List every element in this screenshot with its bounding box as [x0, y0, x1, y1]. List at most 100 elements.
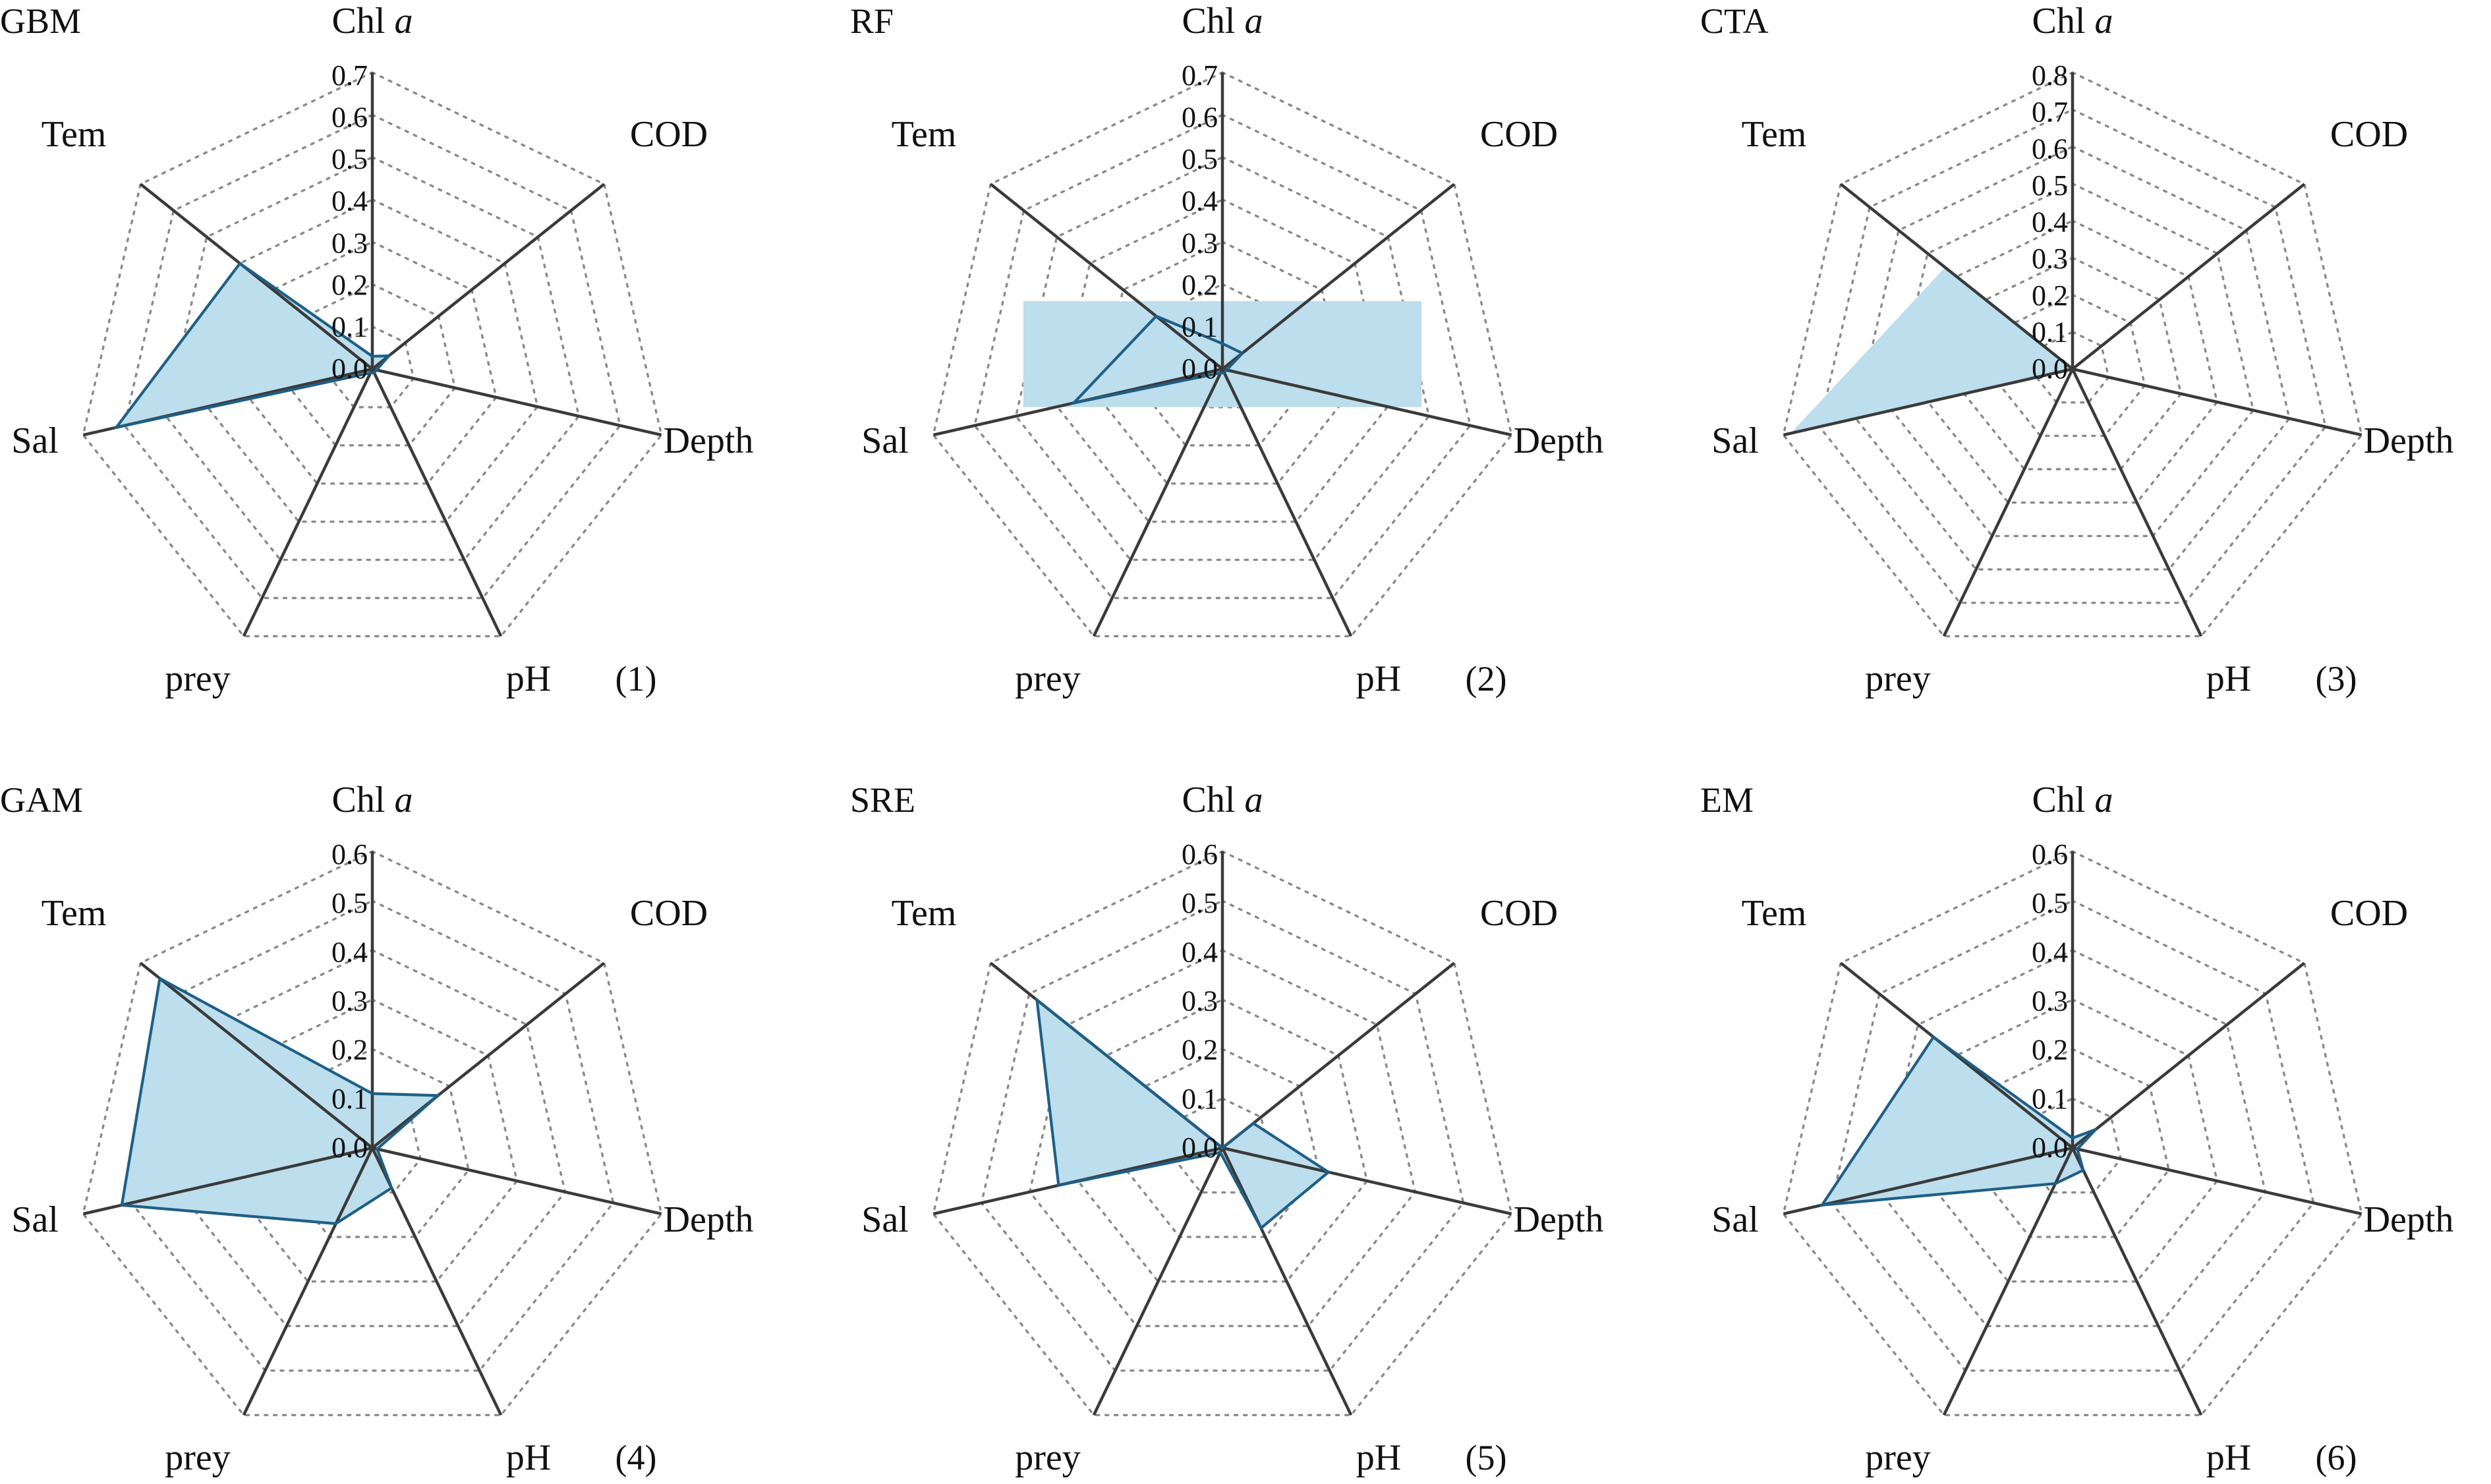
tick-label: 0.6 [331, 101, 368, 134]
grid-ring [973, 113, 1472, 600]
axis-spoke-cod [1221, 961, 1456, 1149]
model-label: RF [850, 1, 894, 41]
axis-label-sal: Sal [1711, 1199, 1759, 1240]
data-area [1074, 316, 1243, 403]
axis-label-tem: Tem [892, 114, 957, 155]
axis-label-chl-a: Chl a [332, 780, 413, 820]
axis-spoke-depth [372, 367, 662, 437]
axis-label-cod: COD [630, 114, 708, 155]
axis-spoke-ph [1220, 368, 1353, 637]
tick-label: 0.3 [331, 227, 368, 259]
data-area [1037, 1000, 1329, 1228]
tick-label: 0.0 [1182, 1131, 1218, 1164]
data-point-prey [1219, 371, 1222, 374]
data-point-cod [1251, 1122, 1255, 1125]
data-point-tem [1155, 314, 1158, 318]
axis-spoke-depth [1222, 367, 1512, 437]
grid-ring [1890, 182, 2255, 538]
tick-label: 0.0 [2032, 353, 2068, 385]
data-point-sal [115, 426, 118, 429]
axis-label-prey: prey [165, 658, 231, 699]
tick-label: 0.4 [331, 936, 368, 968]
panel-number: (6) [2316, 1438, 2357, 1477]
axis-label-ph: pH [2206, 1437, 2251, 1478]
axis-spoke-ph [1220, 1147, 1353, 1416]
data-point-cod [2094, 1127, 2098, 1131]
axis-spoke-depth [372, 1146, 662, 1216]
axis-label-tem: Tem [1742, 893, 1807, 934]
axis-spoke-sal [1783, 367, 2073, 437]
data-point-cod [387, 355, 391, 357]
grid-ring [288, 283, 457, 447]
data-point-cod [436, 1094, 440, 1097]
axis-label-cod: COD [2330, 893, 2408, 934]
axis-label-chl-a: Chl a [332, 1, 413, 42]
tick-label: 0.1 [2032, 316, 2068, 348]
tick-label: 0.8 [2032, 59, 2068, 92]
grid-ring [980, 899, 1465, 1372]
axis-label-tem: Tem [42, 893, 107, 934]
axis-label-sal: Sal [1711, 420, 1759, 461]
tick-label: 0.2 [331, 269, 368, 301]
panel-number: (3) [2316, 659, 2357, 699]
axis-spoke-ph [2071, 1147, 2203, 1416]
tick-label: 0.2 [2032, 1034, 2068, 1066]
axis-label-cod: COD [1480, 893, 1558, 934]
data-point-prey [369, 371, 372, 374]
data-point-depth [1225, 368, 1228, 372]
data-outline [1035, 996, 1331, 1230]
data-outline [1070, 314, 1245, 405]
tick-label: 0.1 [331, 310, 368, 343]
data-point-depth [1327, 1170, 1330, 1174]
data-area [121, 978, 438, 1224]
axis-spoke-prey [242, 368, 374, 637]
axis-spoke-ph [2071, 368, 2203, 637]
grid-ring [130, 899, 615, 1372]
data-point-chl-a [2071, 1137, 2074, 1139]
axis-label-chl-a: Chl a [1182, 780, 1263, 820]
tick-label: 0.0 [331, 353, 368, 385]
data-point-sal [1789, 432, 1792, 435]
axis-label-tem: Tem [42, 114, 107, 155]
axis-spoke-prey [1942, 368, 2075, 637]
data-point-chl-a [371, 355, 374, 358]
grid-ring [123, 113, 621, 600]
axis-label-cod: COD [630, 893, 708, 934]
axis-label-ph: pH [2206, 658, 2251, 699]
tick-label: 0.6 [1182, 838, 1218, 870]
axis-label-chl-a: Chl a [2032, 1, 2113, 42]
axis-spoke-ph [370, 368, 503, 637]
tick-label: 0.4 [2032, 936, 2068, 968]
axis-label-ph: pH [1356, 1437, 1401, 1478]
axis-spoke-prey [1942, 1147, 2075, 1416]
data-point-prey [334, 1222, 337, 1225]
tick-label: 0.6 [2032, 838, 2068, 870]
tick-label: 0.4 [1182, 185, 1218, 217]
axis-label-sal: Sal [861, 1199, 909, 1240]
radar-panel-em: 0.0 0.1 0.2 0.3 0.4 0.5 0.6 Chl a COD Depth pH prey… [1700, 780, 2453, 1478]
model-label: CTA [1700, 1, 1769, 41]
data-point-sal [1057, 1184, 1060, 1187]
axis-label-prey: prey [165, 1437, 231, 1478]
axis-spoke-depth [2072, 1146, 2362, 1216]
tick-label: 0.4 [331, 185, 368, 217]
axis-spoke-tem [989, 183, 1224, 370]
data-point-ph [1222, 371, 1226, 374]
model-label: EM [1700, 780, 1754, 820]
radar-panel-sre: 0.0 0.1 0.2 0.3 0.4 0.5 0.6 Chl a COD Depth pH prey… [850, 780, 1603, 1478]
axis-label-tem: Tem [892, 893, 957, 934]
data-point-tem [1932, 1035, 1935, 1039]
axis-spoke-depth [2072, 367, 2362, 437]
data-point-chl-a [371, 1092, 374, 1095]
axis-label-cod: COD [2330, 114, 2408, 155]
tick-label: 0.5 [2032, 887, 2068, 919]
grid-ring [1056, 198, 1389, 523]
axis-spoke-tem [1839, 183, 2074, 370]
tick-label: 0.6 [331, 838, 368, 870]
data-point-tem [1944, 266, 1947, 269]
axis-label-sal: Sal [11, 420, 59, 461]
data-outline [120, 976, 442, 1226]
grid-ring [1878, 949, 2267, 1328]
tick-label: 0.6 [1182, 101, 1218, 134]
data-point-prey [2071, 368, 2074, 370]
